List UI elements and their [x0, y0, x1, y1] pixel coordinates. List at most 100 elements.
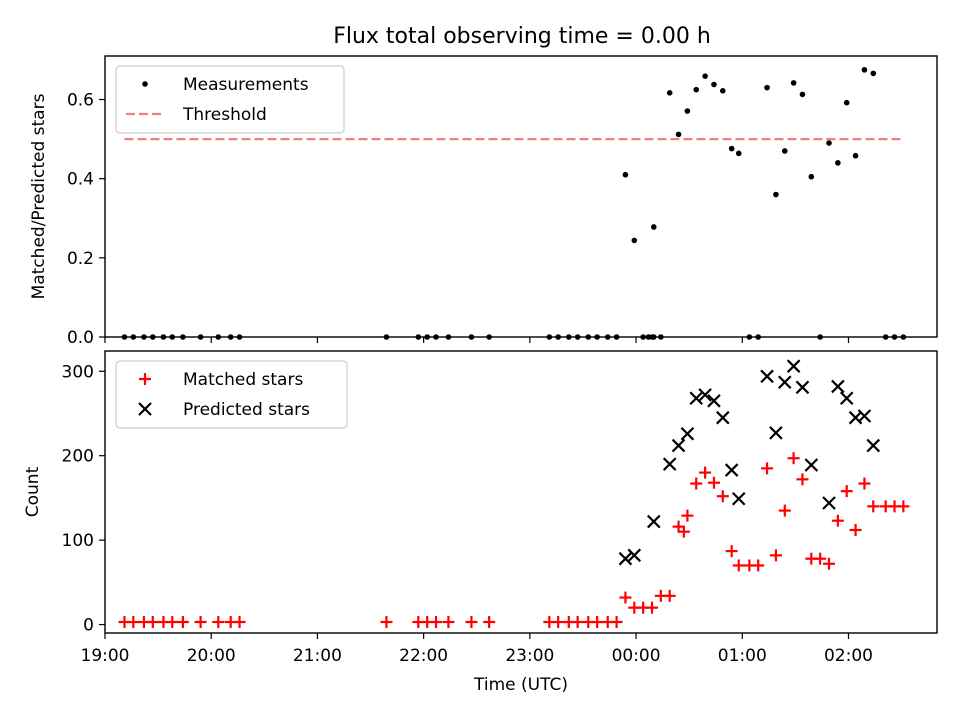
x-b: [698, 388, 712, 402]
x-tick-label: 02:00: [824, 646, 873, 666]
x-b: [689, 391, 704, 406]
predicted-star-point: [671, 438, 686, 453]
y-tick-label: 0.4: [67, 170, 94, 190]
measurement-point: [693, 86, 700, 93]
legend-swatch-x: [138, 402, 152, 416]
measurement-point: [843, 99, 850, 106]
x-tick-label: 01:00: [718, 646, 767, 666]
legend-label: Measurements: [183, 75, 309, 95]
matched-star-point: [752, 559, 765, 572]
matched-star-point: [814, 552, 827, 565]
y-tick-label: 0: [83, 616, 94, 636]
x-b: [731, 491, 746, 506]
predicted-star-point: [760, 369, 774, 384]
legend-entry: Matched stars: [139, 370, 303, 390]
matched-star-point: [769, 549, 782, 562]
predicted-star-point: [839, 391, 854, 406]
matched-star-point: [897, 500, 910, 513]
axes-frame: [104, 350, 938, 634]
matched-star-point: [732, 559, 745, 572]
measurement-point: [852, 152, 859, 159]
matched-star-point: [716, 490, 729, 503]
x-b: [707, 394, 721, 408]
figure-title: Flux total observing time = 0.00 h: [333, 24, 711, 49]
matched-star-point: [677, 525, 690, 538]
y-tick-label: 300: [62, 362, 94, 382]
measurement-point: [720, 88, 726, 94]
y-tick-label: 0.0: [67, 328, 94, 348]
x-b: [760, 369, 774, 384]
measurement-point: [764, 84, 770, 91]
predicted-star-point: [627, 548, 642, 563]
y-tick-label: 0.2: [67, 249, 94, 269]
y-tick-label: 0.6: [67, 91, 94, 111]
matched-star-point: [690, 477, 703, 490]
x-b: [839, 391, 854, 406]
legend-swatch-plus: [139, 373, 151, 385]
measurement-point: [711, 81, 717, 88]
measurement-point: [666, 90, 673, 96]
matched-star-point: [858, 477, 871, 490]
measurement-point: [773, 191, 779, 198]
legend-label: Predicted stars: [183, 400, 310, 420]
matched-star-point: [867, 500, 880, 513]
matched-star-point: [796, 473, 809, 486]
legend: Matched stars Predicted stars: [115, 360, 348, 429]
x-b: [786, 359, 801, 373]
x-b: [769, 426, 783, 440]
predicted-star-point: [707, 394, 721, 408]
predicted-star-point: [804, 458, 819, 472]
x-b: [866, 438, 881, 453]
predicted-star-point: [795, 380, 810, 395]
matched-star-point: [212, 616, 225, 629]
predicted-star-point: [646, 514, 661, 529]
predicted-star-point: [680, 426, 695, 441]
predicted-star-point: [689, 391, 704, 406]
legend-box: [115, 360, 348, 429]
matched-star-point: [176, 616, 189, 629]
x-b: [671, 438, 686, 453]
matched-star-point: [127, 616, 140, 629]
x-b: [777, 375, 792, 390]
measurement-point: [870, 70, 877, 77]
x-b: [795, 380, 810, 395]
predicted-star-point: [662, 457, 677, 471]
predicted-star-point: [769, 426, 783, 440]
matched-star-point: [483, 616, 496, 629]
y-tick-label: 200: [62, 447, 94, 467]
matched-star-point: [233, 616, 246, 629]
legend-entry: Predicted stars: [138, 400, 310, 420]
measurement-point: [790, 80, 797, 86]
x-tick-label: 20:00: [187, 646, 236, 666]
x-b: [680, 426, 695, 441]
measurement-point: [675, 131, 682, 138]
x-b: [716, 410, 730, 425]
x-b: [618, 551, 633, 566]
legend-swatch-dot: [142, 81, 148, 87]
x-b: [138, 402, 152, 416]
predicted-star-point: [831, 379, 845, 394]
x-tick-label: 00:00: [612, 646, 661, 666]
measurement-point: [826, 140, 832, 146]
measurement-point: [650, 224, 657, 230]
matched-star-point: [831, 514, 844, 527]
x-b: [848, 410, 863, 425]
predicted-star-point: [698, 388, 712, 402]
measurement-point: [684, 108, 691, 114]
y-axis-label: Count: [23, 466, 43, 517]
matched-star-point: [146, 616, 159, 629]
x-tick-label: 23:00: [505, 646, 554, 666]
predicted-star-point: [716, 410, 730, 425]
legend-entry: Threshold: [126, 105, 267, 125]
matched-star-point: [430, 616, 443, 629]
matched-star-point: [166, 616, 179, 629]
predicted-star-point: [866, 438, 881, 453]
matched-star-point: [591, 616, 604, 629]
matched-star-point: [194, 616, 207, 629]
x-tick-label: 22:00: [399, 646, 448, 666]
matched-star-point: [571, 616, 584, 629]
matched-star-point: [823, 557, 836, 570]
x-b: [857, 409, 872, 423]
x-tick-label: 19:00: [81, 646, 130, 666]
